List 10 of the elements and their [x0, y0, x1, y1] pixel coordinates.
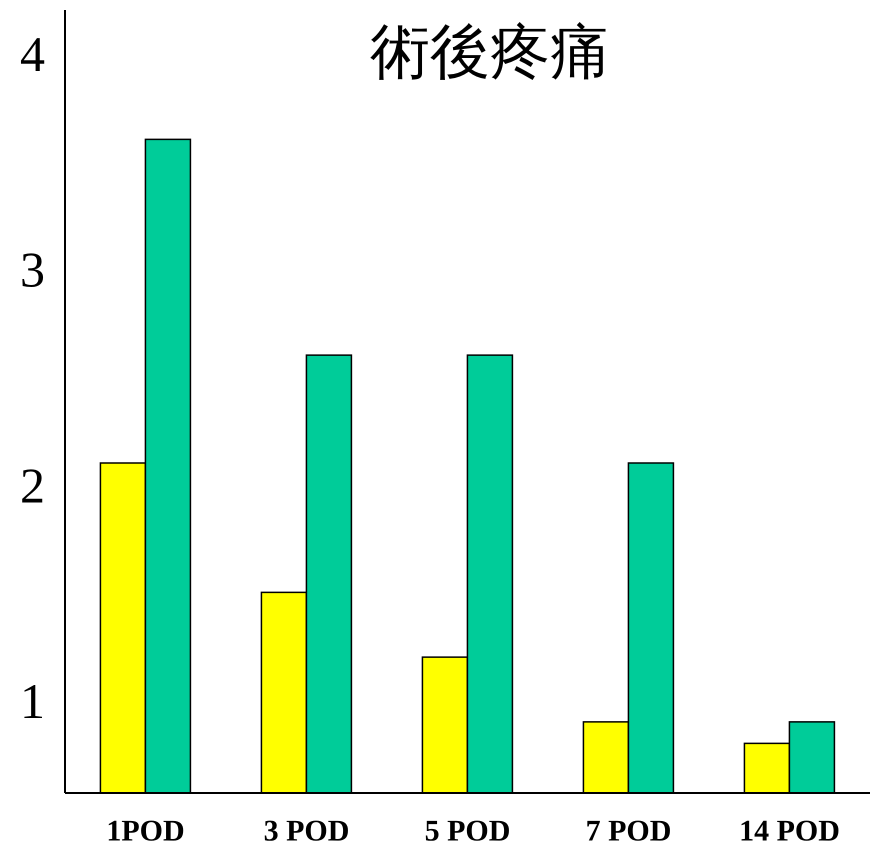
y-tick-label: 1 [20, 673, 45, 729]
y-tick-label: 3 [20, 242, 45, 298]
x-tick-label: 14 POD [739, 814, 840, 848]
y-tick-label: 2 [20, 457, 45, 514]
y-tick-label: 4 [20, 26, 45, 82]
x-tick-label: 7 POD [586, 814, 672, 848]
x-tick-label: 1POD [106, 814, 185, 848]
x-tick-label: 3 POD [264, 814, 350, 848]
chart-title: 術後疼痛 [369, 16, 611, 89]
x-tick-label: 5 POD [424, 814, 510, 848]
